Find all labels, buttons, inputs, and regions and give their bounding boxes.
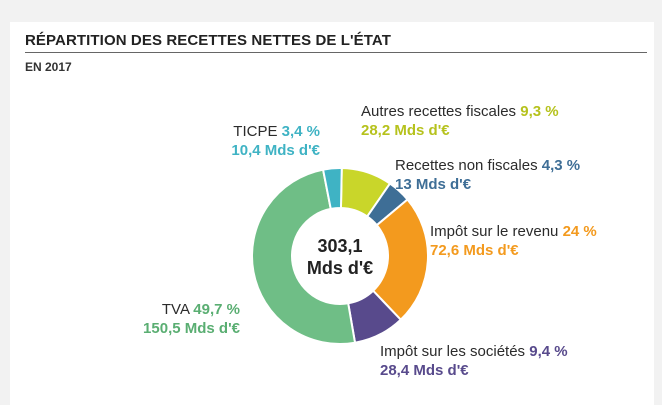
slice-name: Impôt sur le revenu <box>430 223 559 240</box>
label-impot-sur-le-revenu: Impôt sur le revenu 24 % 72,6 Mds d'€ <box>430 222 597 260</box>
slice-name: Impôt sur les sociétés <box>380 343 526 360</box>
title-divider <box>25 52 647 53</box>
chart-subtitle: EN 2017 <box>25 60 72 74</box>
label-autres-recettes-fiscales: Autres recettes fiscales 9,3 % 28,2 Mds … <box>361 102 559 140</box>
donut-slice-ticpe <box>321 167 343 211</box>
label-recettes-non-fiscales: Recettes non fiscales 4,3 % 13 Mds d'€ <box>395 156 580 194</box>
slice-percent: 9,4 % <box>529 343 568 360</box>
donut-chart <box>251 166 429 345</box>
label-ticpe: TICPE 3,4 % 10,4 Mds d'€ <box>170 122 320 160</box>
slice-amount: 72,6 Mds d'€ <box>430 242 519 259</box>
slice-amount: 13 Mds d'€ <box>395 176 472 193</box>
slice-percent: 4,3 % <box>541 157 581 174</box>
slice-name: Recettes non fiscales <box>395 157 538 174</box>
slice-amount: 28,2 Mds d'€ <box>361 122 450 139</box>
label-impot-sur-les-societes: Impôt sur les sociétés 9,4 % 28,4 Mds d'… <box>380 342 568 380</box>
slice-name: Autres recettes fiscales <box>361 103 517 120</box>
slice-percent: 49,7 % <box>193 301 240 318</box>
slice-amount: 150,5 Mds d'€ <box>143 320 240 337</box>
chart-card: RÉPARTITION DES RECETTES NETTES DE L'ÉTA… <box>10 22 654 405</box>
donut-center-total: 303,1 Mds d'€ <box>295 235 385 279</box>
slice-name: TVA <box>161 301 190 318</box>
center-total-value: 303,1 <box>317 236 363 256</box>
label-tva: TVA 49,7 % 150,5 Mds d'€ <box>90 300 240 338</box>
slice-name: TICPE <box>233 123 278 140</box>
slice-percent: 24 % <box>562 223 597 240</box>
center-total-unit: Mds d'€ <box>306 258 374 278</box>
slice-amount: 10,4 Mds d'€ <box>231 142 320 159</box>
donut-slice-tva <box>251 168 357 345</box>
slice-percent: 9,3 % <box>520 103 559 120</box>
slice-percent: 3,4 % <box>281 123 320 140</box>
chart-title: RÉPARTITION DES RECETTES NETTES DE L'ÉTA… <box>25 32 392 49</box>
slice-amount: 28,4 Mds d'€ <box>380 362 469 379</box>
